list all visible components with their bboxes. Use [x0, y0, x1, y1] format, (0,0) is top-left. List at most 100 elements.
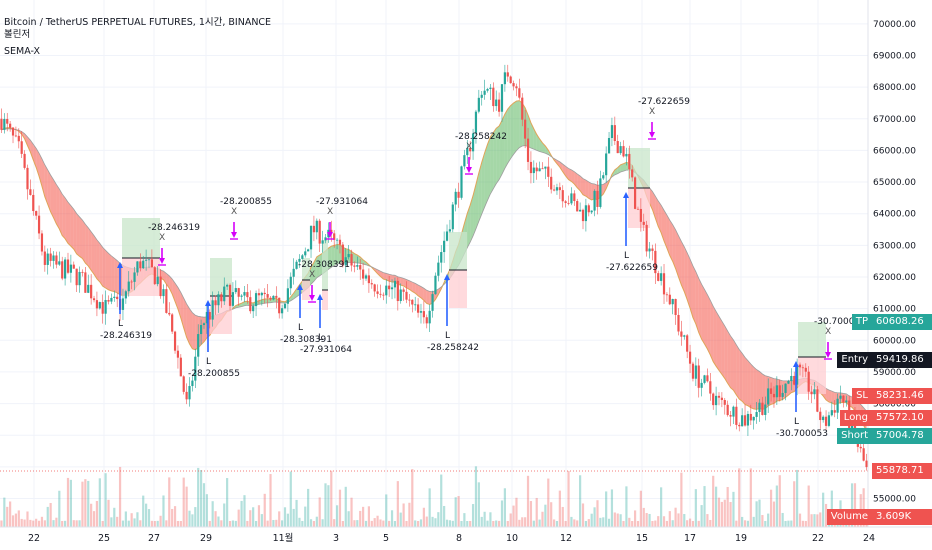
candle — [252, 306, 255, 312]
ema-band-segment — [481, 152, 485, 215]
ema-band-segment — [108, 253, 112, 291]
volume-bar — [321, 519, 324, 527]
candle — [526, 138, 530, 162]
volume-bar — [165, 520, 168, 527]
time-tick: 29 — [200, 533, 212, 544]
ema-band-segment — [102, 247, 106, 288]
candle — [347, 254, 350, 258]
long-arrow-head — [205, 300, 211, 306]
volume-bar — [524, 517, 527, 527]
time-tick: 11월 — [273, 532, 294, 544]
candle — [408, 299, 411, 301]
candle — [830, 410, 833, 416]
candle — [538, 168, 541, 172]
candle — [26, 167, 29, 190]
volume-bar — [142, 495, 145, 527]
volume-bar — [338, 489, 342, 527]
ema-band-segment — [721, 321, 725, 379]
ema-band-segment — [360, 257, 364, 265]
candle — [769, 388, 773, 394]
volume-bar — [793, 481, 796, 527]
candle — [46, 253, 49, 265]
volume-bar — [547, 478, 550, 527]
candle — [275, 295, 278, 298]
candle — [335, 239, 339, 241]
candle — [182, 376, 185, 392]
ema-band-segment — [675, 229, 679, 277]
candle — [373, 284, 376, 292]
candle — [272, 295, 275, 300]
price-tick: 58000.00 — [873, 400, 916, 410]
candle — [136, 261, 139, 273]
candle — [610, 125, 614, 138]
stop-loss-zone — [798, 357, 826, 394]
exit-pnl-label: -28.200855 — [220, 197, 272, 207]
volume-bar — [364, 520, 368, 527]
volume-bar — [252, 507, 255, 527]
ema-band-segment — [105, 250, 109, 290]
indicator-name[interactable]: SEMA-X — [4, 46, 40, 57]
volume-bar — [315, 516, 318, 527]
volume-bar — [147, 509, 151, 527]
candle — [437, 262, 440, 276]
candle — [781, 392, 784, 397]
candle — [764, 404, 767, 415]
volume-bar — [281, 520, 284, 527]
volume-bar — [20, 518, 23, 527]
candle — [226, 284, 229, 287]
candle — [173, 331, 177, 351]
volume-bar — [298, 517, 301, 527]
volume-bar — [819, 512, 822, 527]
ema-band-segment — [244, 301, 248, 306]
ema-band-segment — [583, 178, 586, 197]
candle — [703, 375, 706, 383]
volume-bar — [58, 490, 61, 527]
candle — [836, 398, 839, 413]
volume-bar — [9, 501, 12, 527]
price-tag-key: SL — [852, 388, 872, 404]
volume-bar — [176, 520, 180, 527]
volume-bar — [584, 520, 587, 527]
candle — [110, 297, 113, 302]
exit-mark: X — [327, 207, 333, 217]
time-axis[interactable]: 22 25 27 29 11월 3 5 8 10 12 15 17 19 22 24 — [28, 532, 875, 544]
volume-bar — [830, 490, 833, 527]
ema-band-segment — [826, 388, 829, 402]
volume-bar — [139, 520, 142, 527]
ema-band-segment — [724, 325, 728, 384]
volume-bar — [388, 520, 391, 527]
candle — [104, 300, 107, 314]
candle — [581, 209, 585, 222]
volume-bar — [469, 520, 472, 527]
ema-band-segment — [99, 243, 103, 287]
volume-bar — [104, 473, 107, 527]
ema-band-segment — [267, 298, 271, 303]
candle — [498, 99, 501, 112]
volume-bar — [162, 495, 165, 527]
ema-band-segment — [788, 380, 792, 396]
volume-bar — [550, 502, 553, 527]
volume-bar — [451, 520, 454, 527]
volume-bar — [633, 510, 637, 527]
ema-band-segment — [487, 136, 491, 201]
volume-bar — [500, 500, 504, 527]
candle — [761, 402, 764, 415]
volume-bar — [703, 486, 706, 527]
candle — [312, 225, 316, 233]
candle — [428, 310, 431, 324]
volume-bar — [237, 509, 240, 527]
volume-bar — [370, 520, 373, 527]
candle — [17, 135, 20, 142]
volume-bar — [408, 502, 411, 527]
ema-band-segment — [392, 274, 395, 282]
volume-bar — [752, 516, 755, 527]
price-tag-value: 57004.78 — [872, 428, 932, 444]
ema-band-segment — [261, 298, 265, 304]
candle — [87, 284, 90, 293]
volume-bar — [66, 477, 70, 527]
candle — [411, 299, 414, 305]
volume-bar — [492, 520, 495, 527]
volume-bar — [613, 512, 616, 527]
price-tag-key: TP — [851, 314, 872, 330]
